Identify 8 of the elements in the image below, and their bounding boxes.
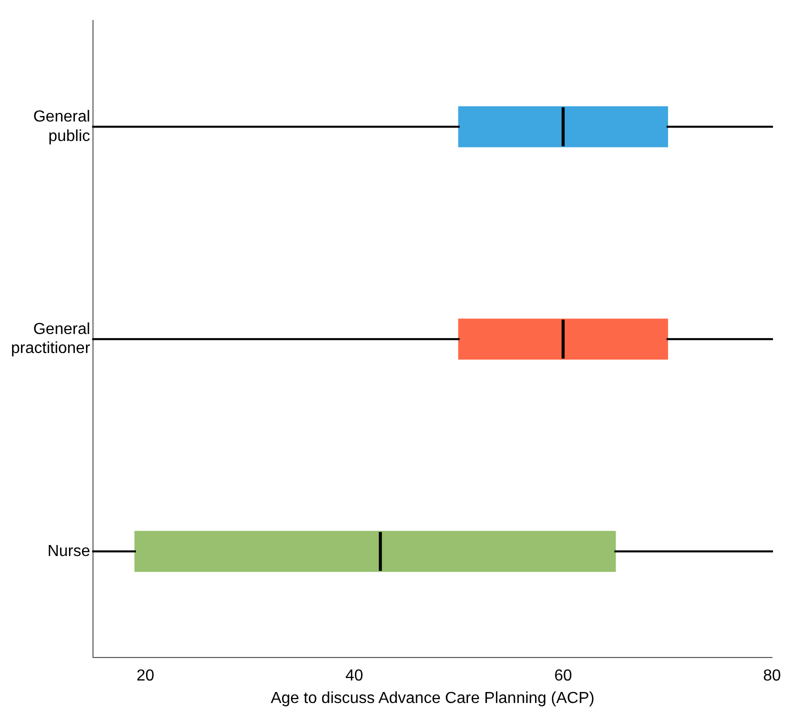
y-tick-label: General practitioner [10,320,91,358]
y-tick-label: Nurse [47,542,90,560]
x-tick-label: 60 [554,668,572,685]
x-axis-title: Age to discuss Advance Care Planning (ACP) [270,690,594,707]
x-tick-label: 80 [763,668,781,685]
x-tick-label: 20 [136,668,154,685]
y-tick-label: General public [33,108,90,145]
x-tick-label: 40 [345,668,364,685]
